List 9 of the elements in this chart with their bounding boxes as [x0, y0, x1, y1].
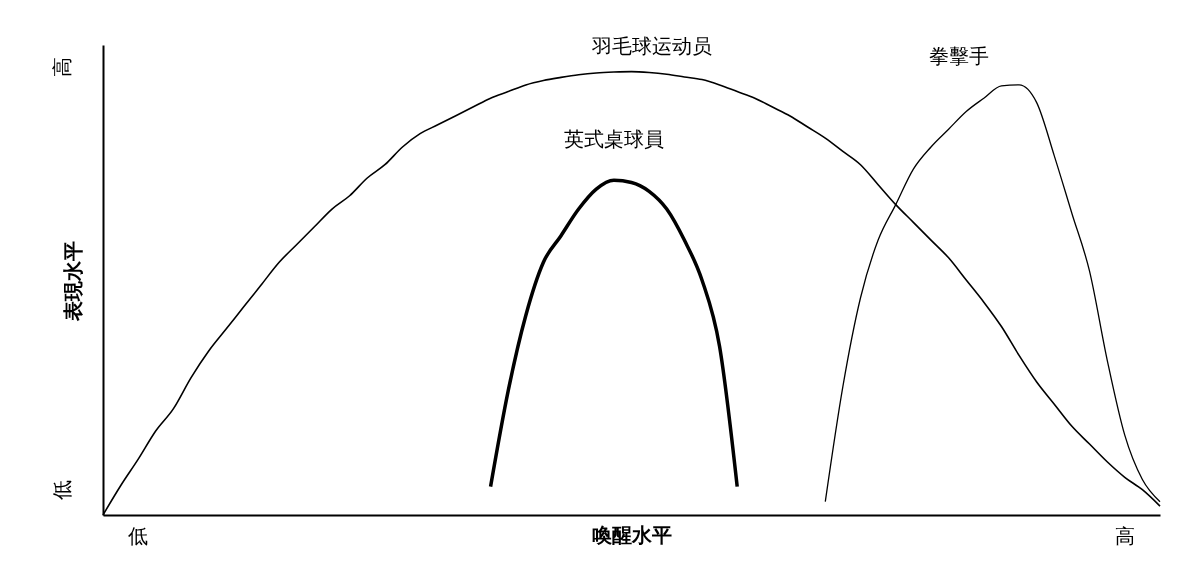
text: 高	[50, 57, 74, 77]
x-axis-title: 喚醒水平	[592, 522, 672, 547]
text: 低	[128, 524, 148, 548]
text: 英式桌球員	[563, 127, 664, 152]
series-label: 羽毛球运动员	[590, 33, 712, 58]
text: 高	[1115, 524, 1135, 548]
y-axis-title: 表現水平	[60, 240, 85, 322]
series-label: 拳擊手	[929, 43, 990, 68]
text: 低	[50, 480, 74, 500]
